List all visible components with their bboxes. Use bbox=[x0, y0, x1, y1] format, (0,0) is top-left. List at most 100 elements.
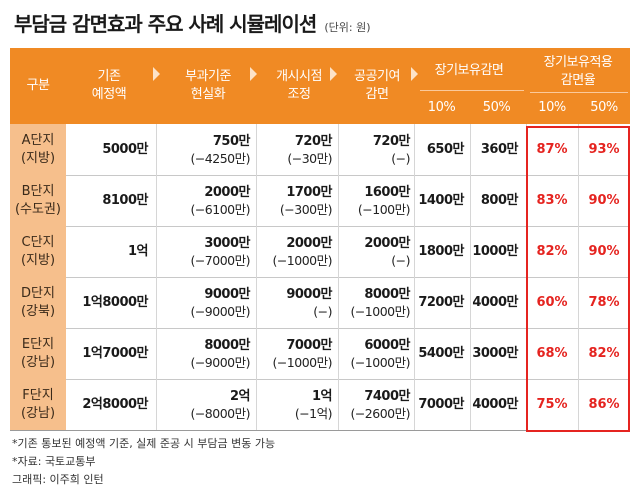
highlight-box bbox=[526, 126, 630, 432]
header-start-line1: 개시시점 bbox=[276, 69, 322, 84]
header-rate: 장기보유적용 감면율 bbox=[526, 50, 630, 94]
cell-value: 2000만 bbox=[204, 184, 250, 200]
header-start-line2: 조정 bbox=[287, 87, 311, 102]
cell-value: 1000만 bbox=[472, 244, 518, 259]
header-public-line2: 감면 bbox=[365, 87, 389, 102]
cell-value: 9000만 bbox=[286, 286, 332, 302]
row-divider bbox=[10, 175, 630, 176]
table-cell: 650만 bbox=[374, 124, 465, 175]
row-label: D단지 (강북) bbox=[10, 277, 66, 328]
header-longterm-10: 10% bbox=[427, 100, 456, 115]
table-cell: 800만 bbox=[428, 175, 519, 226]
cell-value: 750만 bbox=[212, 133, 251, 149]
column-divider bbox=[578, 124, 579, 430]
chart-title: 부담금 감면효과 주요 사례 시뮬레이션 (단위: 원) bbox=[14, 8, 371, 42]
row-label: A단지 (지방) bbox=[10, 124, 66, 175]
rate-50-value: 90% bbox=[588, 193, 620, 208]
header-realization: 부과기준 현실화 bbox=[162, 48, 254, 124]
cell-change: (−1000만) bbox=[350, 303, 410, 319]
table-cell: 7200만 bbox=[374, 277, 464, 328]
rate-50-value: 82% bbox=[588, 346, 620, 361]
step-arrow-4 bbox=[411, 67, 418, 81]
column-divider bbox=[414, 124, 415, 430]
cell-change: (−1000만) bbox=[272, 354, 332, 370]
step-arrow-1 bbox=[153, 67, 160, 81]
header-category: 구분 bbox=[26, 78, 50, 93]
table-cell: 2억 (−8000만) bbox=[160, 379, 250, 430]
cell-value: 3000만 bbox=[204, 235, 250, 251]
table-header bbox=[10, 48, 630, 124]
table-cell: 360만 bbox=[428, 124, 519, 175]
cell-change: (−9000만) bbox=[190, 354, 250, 370]
table-cell: 4000만 bbox=[428, 277, 518, 328]
rate-10-value: 68% bbox=[536, 346, 568, 361]
rate-50-value: 90% bbox=[588, 244, 620, 259]
cell-value: 8100만 bbox=[102, 193, 148, 208]
cell-value: 3000만 bbox=[472, 346, 518, 361]
table-cell: 1000만 bbox=[428, 226, 518, 277]
cell-value: 7400만 bbox=[364, 388, 410, 404]
header-public: 공공기여 감면 bbox=[340, 48, 414, 124]
cell-value: 1400만 bbox=[418, 193, 464, 208]
table-cell: 720만 (−30만) bbox=[242, 124, 332, 175]
table-cell: 2000만 (−) bbox=[320, 226, 410, 277]
cell-value: 7000만 bbox=[418, 397, 464, 412]
row-name: F단지 bbox=[22, 387, 54, 403]
header-longterm-50: 50% bbox=[482, 100, 511, 115]
table-cell: 9000만 (−9000만) bbox=[160, 277, 250, 328]
row-label: E단지 (강남) bbox=[10, 328, 66, 379]
unit-label: (단위: 원) bbox=[324, 21, 371, 34]
row-region: (지방) bbox=[20, 252, 56, 268]
row-region: (강북) bbox=[20, 303, 56, 319]
table-cell: 2000만 (−1000만) bbox=[242, 226, 332, 277]
row-divider bbox=[10, 379, 630, 380]
table-cell: 2억8000만 bbox=[58, 379, 148, 430]
cell-value: 2억8000만 bbox=[82, 397, 148, 412]
rate-10-value: 60% bbox=[536, 295, 568, 310]
cell-value: 1800만 bbox=[418, 244, 464, 259]
step-arrow-3 bbox=[330, 67, 337, 81]
cell-value: 8000만 bbox=[364, 286, 410, 302]
header-realization-line2: 현실화 bbox=[190, 87, 226, 102]
table-cell: 8000만 (−9000만) bbox=[160, 328, 250, 379]
header-longterm: 장기보유감면 bbox=[434, 63, 504, 78]
cell-value: 2억 bbox=[229, 388, 251, 404]
cell-change: (−7000만) bbox=[190, 252, 250, 268]
header-public-line1: 공공기여 bbox=[354, 69, 400, 84]
cell-change: (−100만) bbox=[357, 201, 411, 217]
cell-change: (−) bbox=[391, 150, 410, 166]
cell-value: 5000만 bbox=[102, 142, 148, 157]
row-divider bbox=[10, 328, 630, 329]
cell-change: (−2600만) bbox=[350, 405, 410, 421]
row-region: (지방) bbox=[20, 150, 56, 166]
rate-10-value: 87% bbox=[536, 142, 568, 157]
table-cell: 1억 (−1억) bbox=[242, 379, 333, 430]
table-cell: 6000만 (−1000만) bbox=[320, 328, 410, 379]
table-cell: 9000만 (−) bbox=[242, 277, 332, 328]
cell-change: (−9000만) bbox=[190, 303, 250, 319]
footnote-source: *자료: 국토교통부 bbox=[12, 455, 96, 468]
footnote-basis: *기존 통보된 예정액 기준, 실제 준공 시 부담금 변동 가능 bbox=[12, 437, 276, 450]
table-cell: 1600만 (−100만) bbox=[320, 175, 411, 226]
cell-change: (−300만) bbox=[279, 201, 333, 217]
cell-value: 1억 bbox=[127, 244, 149, 259]
table-cell: 5000만 bbox=[58, 124, 148, 175]
row-region: (강남) bbox=[20, 405, 56, 421]
rate-50-value: 78% bbox=[588, 295, 620, 310]
table-cell: 750만 (−4250만) bbox=[160, 124, 250, 175]
table-cell: 4000만 bbox=[428, 379, 518, 430]
row-name: D단지 bbox=[21, 285, 55, 301]
cell-change: (−1000만) bbox=[272, 252, 332, 268]
header-rate-line1: 장기보유적용 bbox=[543, 55, 613, 70]
header-rate-10: 10% bbox=[538, 100, 566, 115]
row-name: C단지 bbox=[21, 234, 55, 250]
row-name: A단지 bbox=[21, 132, 55, 148]
table-cell: 7400만 (−2600만) bbox=[320, 379, 410, 430]
cell-change: (−1억) bbox=[294, 405, 333, 421]
cell-value: 5400만 bbox=[418, 346, 464, 361]
rate-10-value: 83% bbox=[536, 193, 568, 208]
rate-50-value: 86% bbox=[588, 397, 620, 412]
footnote-credit: 그래픽: 이주희 인턴 bbox=[12, 473, 104, 486]
table-cell: 3000만 (−7000만) bbox=[160, 226, 250, 277]
cell-change: (−) bbox=[391, 252, 410, 268]
